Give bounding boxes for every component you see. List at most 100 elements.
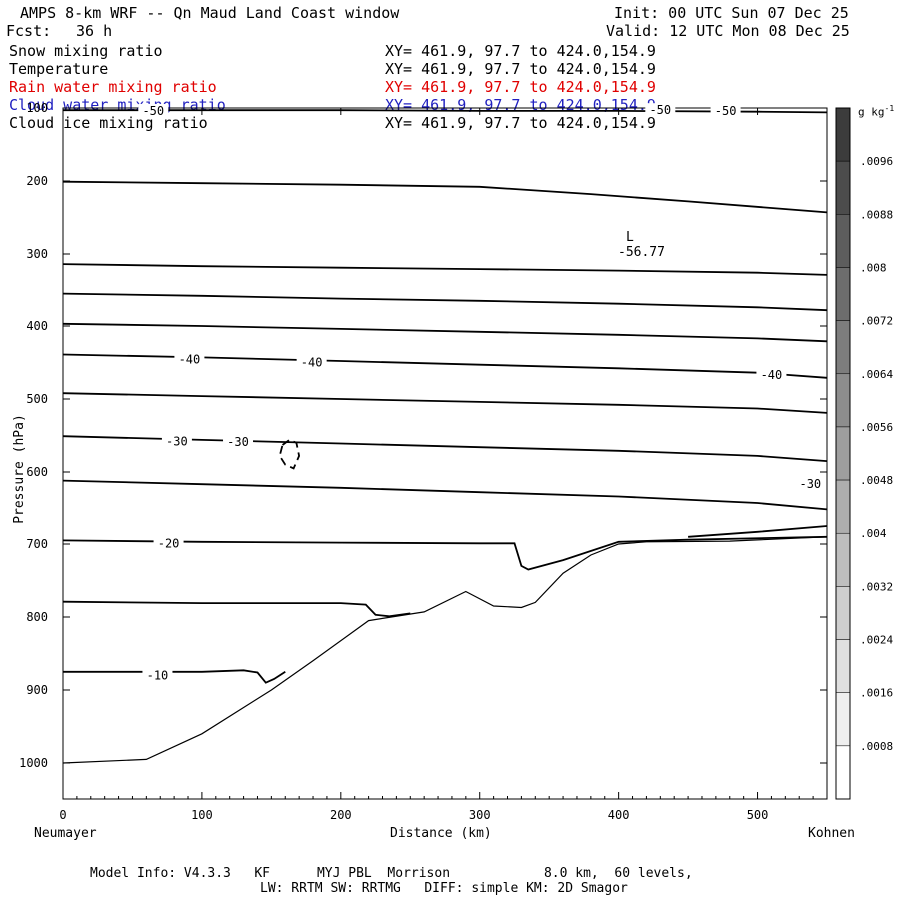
colorbar-swatch xyxy=(835,586,851,640)
y-tick-label: 1000 xyxy=(19,756,48,770)
contour-label: -50 xyxy=(649,103,671,117)
colorbar-label: .0048 xyxy=(860,474,893,487)
series-isotherm-395 xyxy=(62,322,828,343)
x-tick-label: 400 xyxy=(608,808,630,822)
contour-label-bg xyxy=(710,103,741,117)
left-endpoint-label: Neumayer xyxy=(34,826,97,841)
low-marker-value: -56.77 xyxy=(618,245,665,260)
colorbar-label: .0056 xyxy=(860,421,893,434)
y-axis-label: Pressure (hPa) xyxy=(12,414,27,524)
colorbar-label: .0016 xyxy=(860,687,893,700)
colorbar-swatch xyxy=(835,214,851,268)
series-terrain xyxy=(62,536,828,764)
series-isotherm-315 xyxy=(62,263,828,276)
colorbar-units: g kg-1 xyxy=(858,104,895,119)
contour-label-bg xyxy=(795,477,826,491)
field-xy: XY= 461.9, 97.7 to 424.0,154.9 xyxy=(385,114,656,132)
contour-label-bg xyxy=(138,103,169,117)
contour-label: -30 xyxy=(799,477,821,491)
init-time: Init: 00 UTC Sun 07 Dec 25 xyxy=(614,4,849,22)
colorbar-swatch xyxy=(835,107,851,162)
field-xy: XY= 461.9, 97.7 to 424.0,154.9 xyxy=(385,60,656,78)
forecast-value: 36 h xyxy=(76,22,113,40)
x-tick-label: 200 xyxy=(330,808,352,822)
series-isotherm-355 xyxy=(62,292,828,312)
field-name: Cloud ice mixing ratio xyxy=(9,114,208,132)
series-isotherm-200 xyxy=(62,180,828,214)
colorbar-swatch xyxy=(835,479,851,534)
contour-label: -50 xyxy=(715,104,737,118)
contour-label: -40 xyxy=(179,353,201,367)
colorbar-swatch xyxy=(835,267,851,321)
contour-label: -30 xyxy=(227,435,249,449)
contour-label: -40 xyxy=(761,368,783,382)
model-info-line2: LW: RRTM SW: RRTMG DIFF: simple KM: 2D S… xyxy=(260,881,628,896)
colorbar-frame xyxy=(835,107,851,800)
contour-label-bg xyxy=(756,367,787,381)
y-tick-label: 300 xyxy=(26,247,48,261)
colorbar-swatch xyxy=(835,532,851,587)
field-name: Snow mixing ratio xyxy=(9,42,163,60)
y-tick-label: 100 xyxy=(26,101,48,115)
x-axis-label: Distance (km) xyxy=(390,826,492,841)
colorbar-swatch xyxy=(835,745,851,800)
field-xy: XY= 461.9, 97.7 to 424.0,154.9 xyxy=(385,96,656,114)
forecast-label: Fcst: xyxy=(6,22,52,40)
contour-label: -50 xyxy=(142,104,164,118)
valid-time: Valid: 12 UTC Mon 08 Dec 25 xyxy=(606,22,850,40)
plot-frame xyxy=(62,107,828,800)
colorbar-label: .0072 xyxy=(860,315,893,328)
colorbar-label: .004 xyxy=(860,527,887,540)
y-tick-label: 700 xyxy=(26,537,48,551)
y-tick-label: 200 xyxy=(26,174,48,188)
colorbar-swatch xyxy=(835,692,851,747)
colorbar-swatch xyxy=(835,160,851,215)
right-endpoint-label: Kohnen xyxy=(808,826,855,841)
x-tick-label: 500 xyxy=(747,808,769,822)
model-info-line1: Model Info: V4.3.3 KF MYJ PBL Morrison 8… xyxy=(90,866,693,881)
x-tick-label: 100 xyxy=(191,808,213,822)
y-tick-label: 500 xyxy=(26,392,48,406)
y-tick-label: 400 xyxy=(26,319,48,333)
field-name: Temperature xyxy=(9,60,109,78)
series-cloud-ice-contour xyxy=(278,438,301,470)
colorbar-label: .008 xyxy=(860,261,887,274)
series-isotherm-upper-right xyxy=(688,525,828,538)
colorbar-label: .0032 xyxy=(860,580,893,593)
contour-label-bg xyxy=(142,668,173,682)
contour-label-bg xyxy=(161,434,192,448)
y-tick-label: 800 xyxy=(26,610,48,624)
colorbar-label: .0064 xyxy=(860,368,893,381)
series-isotherm-495 xyxy=(62,392,828,414)
field-xy: XY= 461.9, 97.7 to 424.0,154.9 xyxy=(385,42,656,60)
x-tick-label: 300 xyxy=(469,808,491,822)
contour-label-bg xyxy=(223,435,254,449)
series-isotherm-615 xyxy=(62,479,828,511)
field-name: Rain water mixing ratio xyxy=(9,78,217,96)
contour-label: -20 xyxy=(158,536,180,550)
low-marker-letter: L xyxy=(626,230,634,245)
field-xy: XY= 461.9, 97.7 to 424.0,154.9 xyxy=(385,78,656,96)
chart-title: AMPS 8-km WRF -- Qn Maud Land Coast wind… xyxy=(20,4,400,22)
colorbar-label: .0088 xyxy=(860,208,893,221)
colorbar-swatch xyxy=(835,373,851,428)
colorbar-label: .0008 xyxy=(860,740,893,753)
colorbar-swatch xyxy=(835,426,851,481)
contour-label: -10 xyxy=(147,668,169,682)
y-tick-label: 600 xyxy=(26,465,48,479)
x-tick-label: 0 xyxy=(59,808,66,822)
contour-label-bg xyxy=(296,355,327,369)
series-isotherm-10 xyxy=(63,669,286,684)
contour-label-bg xyxy=(174,352,205,366)
contour-label-bg xyxy=(153,536,184,550)
y-tick-label: 900 xyxy=(26,683,48,697)
contour-label: -40 xyxy=(301,356,323,370)
colorbar-label: .0096 xyxy=(860,155,893,168)
series-isotherm-780 xyxy=(62,600,411,618)
series-isotherm-20 xyxy=(62,535,828,571)
contour-label: -30 xyxy=(166,434,188,448)
colorbar-swatch xyxy=(835,639,851,693)
series-isotherm-30 xyxy=(62,435,828,462)
colorbar-swatch xyxy=(835,320,851,375)
